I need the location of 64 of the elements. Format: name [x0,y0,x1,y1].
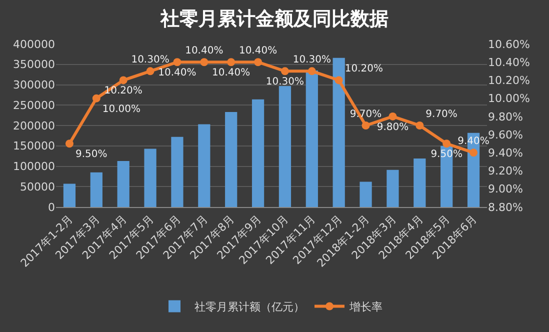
bar [252,99,264,207]
y2-tick-label: 10.40% [488,56,530,69]
data-label: 10.30% [266,76,304,88]
data-label: 10.40% [212,68,250,79]
bar [332,58,345,207]
data-label: 9.70% [426,109,458,120]
point [334,76,343,84]
y-tick-label: 150000 [13,140,55,153]
data-label: 10.40% [185,46,224,57]
y2-tick-label: 9.80% [488,110,523,124]
point [362,122,370,130]
point [146,67,154,76]
y2-tick-label: 10.00% [488,92,530,106]
data-label: 10.20% [344,64,383,75]
y-tick-label: 0 [48,200,55,214]
y-tick-label: 100000 [13,160,55,174]
data-label: 10.30% [131,54,170,66]
point [92,94,100,102]
y-tick-label: 350000 [13,58,55,72]
y2-tick-label: 10.20% [488,74,530,88]
y2-tick-label: 9.40% [488,146,523,160]
bar [278,86,292,207]
point [254,58,262,66]
point [119,76,128,84]
legend-label: 增长率 [348,300,382,314]
point [227,58,236,66]
y2-tick-label: 9.60% [488,128,523,142]
chart-title: 社零月累计金额及同比数据 [160,8,388,30]
bar [198,124,210,207]
y-tick-label: 400000 [13,38,55,51]
y-tick-label: 50000 [20,180,55,194]
bar [144,148,156,207]
data-label: 10.40% [158,68,196,79]
bar [63,184,76,207]
y2-tick-label: 8.80% [488,200,523,214]
point [308,67,316,76]
y2-tick-label: 9.00% [488,182,523,196]
legend-label: 社零月累计额（亿元） [194,300,304,314]
y-tick-label: 250000 [13,98,55,112]
bar [90,172,102,207]
data-label: 10.40% [238,46,278,57]
data-label: 10.00% [102,104,141,115]
point [65,140,74,148]
y2-tick-label: 9.20% [488,164,523,178]
bar [414,158,426,207]
point [280,67,289,76]
bar [360,182,372,207]
y-tick-label: 300000 [13,78,55,92]
data-label: 10.30% [292,54,331,66]
bar [225,112,238,207]
point [442,140,451,148]
data-label: 9.50% [75,149,108,160]
bar [306,70,318,207]
point [200,58,208,66]
bar [171,136,184,207]
point [416,122,424,130]
data-label: 9.80% [376,122,409,133]
point [388,112,397,120]
point [173,58,182,66]
point [470,148,478,157]
bar [386,170,399,207]
bar [117,160,130,207]
y-tick-label: 200000 [13,119,55,132]
y2-tick-label: 10.60% [488,38,530,51]
